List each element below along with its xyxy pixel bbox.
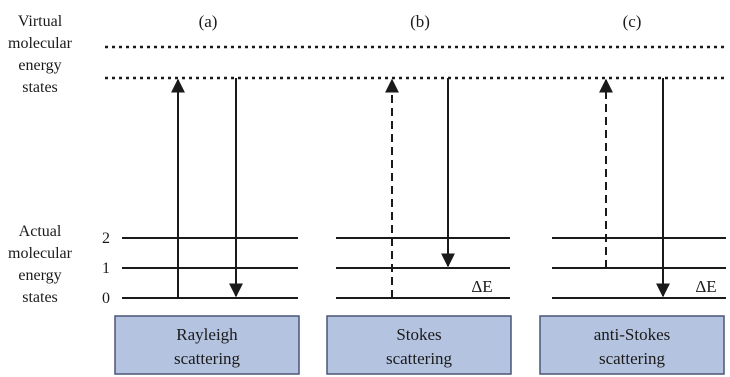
box-background <box>326 315 512 375</box>
actual-label-line: states <box>22 289 58 306</box>
box-background <box>539 315 725 375</box>
panel-a-levels <box>122 237 298 299</box>
panel-b-levels <box>336 237 510 299</box>
anti-stokes-delta-e: ΔE <box>695 277 716 296</box>
box-background <box>114 315 300 375</box>
virtual-label-line: states <box>22 79 58 96</box>
virtual-label-line: molecular <box>8 35 73 52</box>
panel-c-tag: (c) <box>623 12 642 31</box>
panel-c-levels <box>552 237 726 299</box>
virtual-states-label: Virtual molecular energy states <box>8 13 73 96</box>
actual-label-line: energy <box>18 267 61 284</box>
anti-stokes-box: anti-Stokes scattering <box>539 315 725 375</box>
box-label-line1: anti-Stokes <box>594 325 671 344</box>
level-number-1: 1 <box>102 260 110 277</box>
actual-label-line: molecular <box>8 245 73 262</box>
panel-b-tag: (b) <box>410 12 430 31</box>
actual-label-line: Actual <box>19 223 62 240</box>
virtual-label-line: energy <box>18 57 61 74</box>
panel-a-tag: (a) <box>199 12 218 31</box>
box-label-line2: scattering <box>599 349 666 368</box>
level-number-0: 0 <box>102 290 110 307</box>
box-label-line2: scattering <box>386 349 453 368</box>
virtual-label-line: Virtual <box>18 13 63 30</box>
rayleigh-box: Rayleigh scattering <box>114 315 300 375</box>
box-label-line1: Rayleigh <box>176 325 238 344</box>
level-number-2: 2 <box>102 230 110 247</box>
stokes-box: Stokes scattering <box>326 315 512 375</box>
box-label-line1: Stokes <box>396 325 441 344</box>
actual-states-label: Actual molecular energy states <box>8 223 73 306</box>
box-label-line2: scattering <box>174 349 241 368</box>
stokes-delta-e: ΔE <box>471 277 492 296</box>
